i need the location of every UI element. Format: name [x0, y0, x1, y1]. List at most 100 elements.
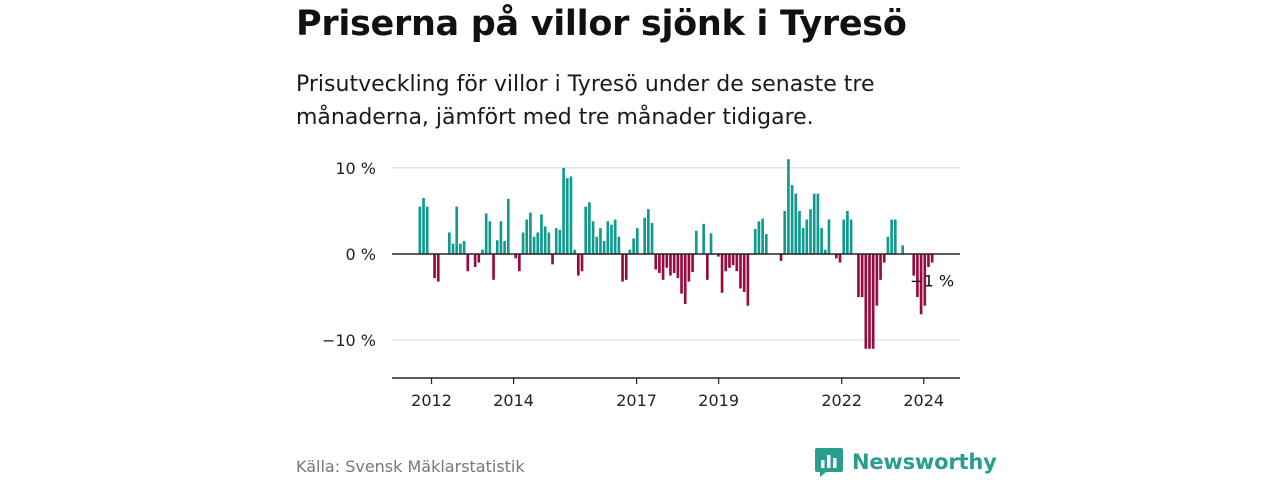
bar — [746, 254, 750, 306]
bar — [529, 212, 532, 254]
bar — [676, 254, 680, 279]
x-tick-label: 2012 — [411, 391, 452, 410]
bar — [919, 254, 923, 315]
bar — [827, 219, 831, 254]
bar — [632, 238, 635, 254]
bar — [868, 254, 871, 349]
bar — [683, 254, 687, 304]
bar — [466, 254, 470, 272]
bar — [462, 241, 466, 254]
bar — [591, 221, 595, 254]
bar — [436, 254, 440, 282]
bar — [846, 210, 849, 254]
chart-subtitle: Prisutveckling för villor i Tyresö under… — [296, 72, 875, 130]
bar — [838, 254, 842, 263]
bar — [488, 221, 492, 254]
bar — [451, 243, 455, 254]
x-tick-label: 2014 — [493, 391, 534, 410]
x-tick-label: 2024 — [903, 391, 944, 410]
bar — [665, 254, 669, 268]
bar — [923, 254, 927, 306]
bar — [787, 159, 790, 254]
bar — [477, 254, 481, 263]
x-tick-label: 2017 — [616, 391, 657, 410]
bar — [518, 254, 521, 272]
bar — [735, 254, 739, 272]
bar — [805, 219, 809, 254]
bar — [720, 254, 724, 293]
bar — [694, 230, 698, 254]
bar — [875, 254, 879, 306]
bar — [724, 254, 728, 272]
bar — [621, 254, 624, 282]
bar — [860, 254, 864, 298]
bar — [661, 254, 665, 280]
bar — [602, 241, 606, 254]
bar — [706, 254, 709, 280]
bar — [540, 214, 543, 254]
bar — [687, 254, 691, 282]
y-tick-label: 10 % — [335, 159, 376, 178]
bar — [433, 254, 436, 279]
bar — [669, 254, 672, 276]
bar — [473, 254, 477, 267]
bar — [709, 233, 713, 254]
bar — [617, 236, 621, 254]
bar — [882, 254, 886, 263]
bar — [521, 232, 525, 254]
bar — [580, 254, 584, 272]
bar — [577, 254, 580, 276]
bar — [812, 193, 816, 254]
bar — [599, 228, 602, 254]
bar — [823, 249, 827, 254]
brand-name: Newsworthy — [852, 450, 997, 474]
bar — [643, 217, 646, 254]
y-tick-label: 0 % — [346, 245, 376, 264]
bar — [573, 249, 576, 254]
bar — [481, 249, 484, 254]
bar — [879, 254, 882, 280]
bar — [562, 167, 565, 254]
bar — [731, 254, 735, 266]
bar — [459, 243, 462, 254]
bar — [842, 219, 846, 254]
bar — [901, 245, 904, 254]
bar — [532, 236, 536, 254]
bar — [425, 206, 429, 254]
bar — [588, 202, 591, 254]
bar — [835, 254, 838, 259]
bar — [536, 232, 540, 254]
bar — [650, 222, 654, 254]
bar — [551, 254, 554, 265]
bar — [448, 232, 451, 254]
bar — [717, 254, 720, 257]
x-tick-label: 2022 — [821, 391, 862, 410]
bar — [635, 228, 639, 254]
bar — [484, 213, 488, 254]
bar — [525, 219, 529, 254]
bar — [779, 254, 783, 261]
bar — [503, 241, 506, 254]
bar — [864, 254, 868, 349]
source-note: Källa: Svensk Mäklarstatistik — [296, 457, 525, 476]
bar — [798, 210, 801, 254]
bar — [790, 185, 794, 254]
bar — [680, 254, 683, 294]
bar — [595, 236, 599, 254]
bar — [654, 254, 658, 270]
bar — [672, 254, 676, 273]
bar — [702, 223, 705, 254]
y-tick-label: −10 % — [322, 331, 376, 350]
bar — [514, 254, 517, 259]
bar — [554, 228, 558, 254]
bar — [584, 206, 588, 254]
bar — [761, 218, 764, 254]
newsworthy-icon — [815, 448, 843, 477]
bar — [613, 219, 617, 254]
bar — [816, 193, 820, 254]
bar — [871, 254, 875, 349]
bar — [912, 254, 916, 276]
bar — [558, 229, 562, 254]
bar — [691, 254, 694, 273]
